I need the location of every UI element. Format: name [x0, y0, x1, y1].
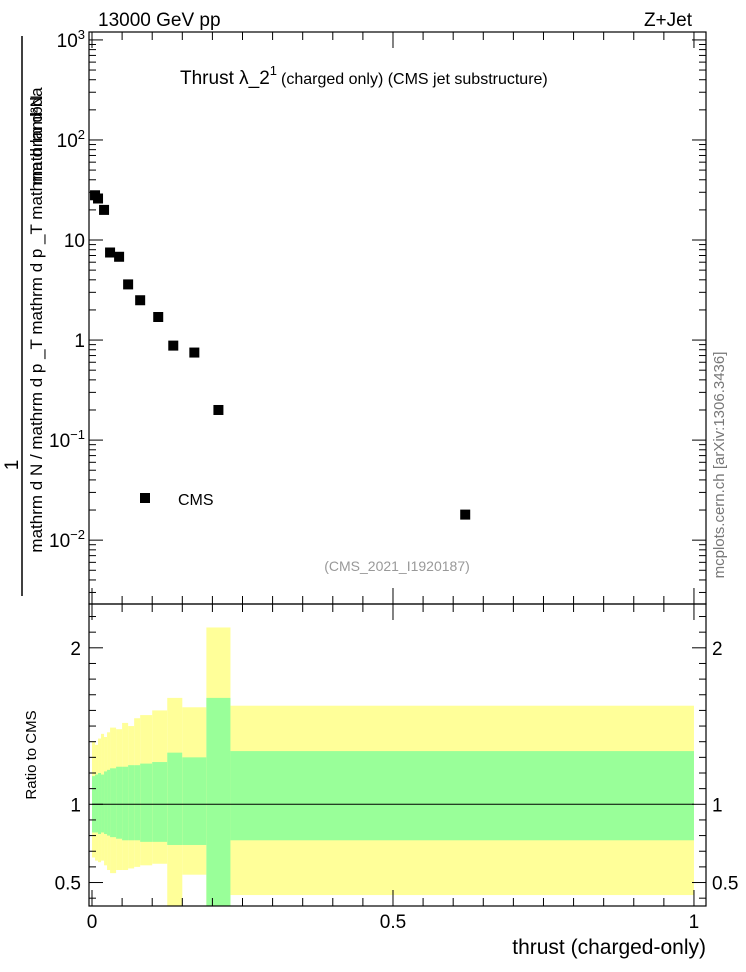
process-label: Z+Jet: [644, 10, 693, 31]
x-axis-label: thrust (charged-only): [512, 936, 706, 959]
inner-band-bin: [95, 774, 99, 833]
ratio-y-label: Ratio to CMS: [23, 710, 40, 799]
inner-band-bin: [152, 762, 168, 842]
x-tick-label: 0: [87, 912, 98, 933]
inner-band-bin: [206, 697, 231, 906]
analysis-id: (CMS_2021_I1920187): [324, 558, 470, 574]
data-point: [99, 204, 110, 215]
ratio-y-tick-label-right: 2: [712, 639, 723, 660]
data-point: [114, 251, 125, 262]
inner-band-bin: [182, 757, 207, 845]
data-point: [168, 340, 179, 351]
inner-band-bin: [107, 769, 111, 836]
ratio-y-tick-label: 2: [70, 639, 81, 660]
x-tick-label: 0.5: [380, 912, 406, 933]
main-frame: [88, 31, 707, 605]
main-x-ticks: [91, 32, 695, 604]
ratio-y-ticks: 2 2 1 1 0.5 0.5: [55, 616, 738, 899]
x-tick-label: 1: [689, 912, 700, 933]
ratio-y-tick-label-right: 1: [712, 795, 723, 816]
legend-label: CMS: [178, 492, 214, 509]
data-point: [93, 193, 104, 204]
inner-band-bin: [110, 768, 117, 838]
main-y-axis-label: 1 mathrm d N / mathrm d p _T mathrm d p …: [2, 36, 46, 596]
inner-band-bin: [122, 766, 129, 841]
side-label: mcplots.cern.ch [arXiv:1306.3436]: [711, 352, 728, 579]
title-suffix: (charged only) (CMS jet substructure): [281, 71, 548, 88]
data-point: [189, 347, 200, 358]
ratio-y-tick-label: 1: [70, 795, 81, 816]
data-point: [123, 279, 134, 290]
data-point: [153, 312, 164, 323]
data-point: [460, 509, 471, 520]
y-tick-label: 10: [64, 231, 85, 252]
ratio-bands: [92, 627, 694, 906]
inner-band-bin: [140, 763, 153, 842]
y-tick-label: 10−1: [49, 427, 85, 452]
y-label-top: mathrm d²N: [27, 95, 46, 185]
inner-band-bin: [104, 771, 108, 835]
legend-marker: [140, 493, 150, 503]
y-label-numerator: 1: [2, 460, 23, 471]
data-point: [105, 247, 116, 258]
y-tick-label: 10−2: [49, 527, 85, 552]
inner-band-bin: [128, 765, 135, 841]
ratio-frame: [88, 603, 707, 907]
energy-label: 13000 GeV pp: [98, 10, 221, 31]
inner-band-bin: [98, 772, 102, 835]
inner-band-bin: [101, 774, 105, 833]
inner-band-bin: [116, 766, 123, 839]
data-points: [90, 190, 471, 520]
data-point: [135, 295, 146, 306]
data-point: [213, 404, 224, 415]
ratio-x-ticks: 0 0.5 1: [87, 604, 700, 933]
inner-band-bin: [230, 751, 694, 841]
title-prefix: Thrust λ_2: [180, 68, 270, 89]
ratio-y-tick-label-right: 0.5: [712, 874, 738, 895]
y-tick-label: 102: [57, 127, 85, 152]
inner-band-bin: [134, 765, 141, 841]
y-tick-label: 103: [57, 27, 85, 52]
plot-title: Thrust λ_21 (charged only) (CMS jet subst…: [180, 63, 548, 89]
ratio-y-tick-label: 0.5: [55, 874, 81, 895]
title-sup: 1: [270, 63, 277, 78]
inner-band-bin: [167, 752, 183, 845]
y-label-denominator: mathrm d N / mathrm d p _T mathrm d p _T…: [27, 87, 46, 553]
y-tick-label: 1: [74, 331, 85, 352]
